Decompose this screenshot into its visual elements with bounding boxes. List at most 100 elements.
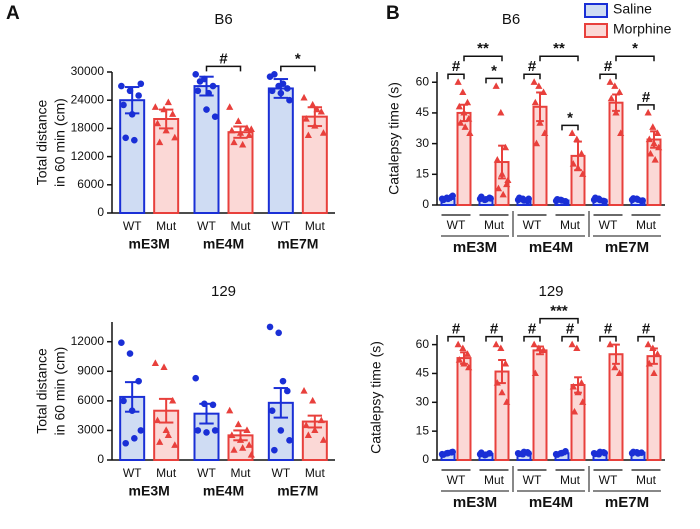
data-point	[493, 379, 501, 386]
x-tick-label: WT	[599, 218, 618, 232]
chart-title: B6	[502, 11, 520, 28]
data-point	[137, 80, 145, 88]
data-point	[131, 435, 138, 442]
significance-bracket	[523, 335, 541, 342]
x-tick-label: WT	[523, 473, 542, 487]
data-point	[277, 427, 285, 434]
data-point	[164, 98, 172, 106]
panel-label: A	[6, 3, 20, 24]
data-point	[162, 126, 170, 134]
data-point	[535, 82, 543, 89]
significance-label: *	[632, 40, 638, 57]
data-point	[525, 450, 532, 457]
chart-title: B6	[214, 11, 232, 28]
legend-label: Saline	[613, 1, 652, 17]
group-label: mE4M	[529, 239, 573, 256]
x-tick-label: WT	[272, 219, 291, 233]
y-tick-label: 15	[416, 166, 430, 180]
data-point	[309, 396, 317, 404]
data-point	[271, 71, 278, 78]
y-tick-label: 0	[97, 205, 104, 219]
data-point	[541, 129, 549, 136]
x-tick-label: WT	[123, 466, 142, 480]
panel-label: B	[386, 3, 400, 24]
data-point	[247, 451, 255, 458]
data-point	[651, 155, 659, 163]
data-point	[196, 78, 204, 85]
data-point	[456, 119, 465, 126]
data-point	[463, 98, 472, 106]
data-point	[234, 420, 242, 428]
data-point	[135, 92, 142, 99]
data-point	[577, 379, 586, 386]
data-point	[558, 449, 566, 457]
significance-label: #	[452, 321, 461, 338]
data-point	[300, 387, 308, 394]
group-label: mE4M	[203, 236, 244, 252]
x-tick-label: WT	[272, 466, 291, 480]
data-point	[503, 180, 511, 188]
data-point	[209, 401, 217, 409]
bar	[456, 357, 472, 462]
data-point	[268, 87, 276, 95]
bar	[532, 349, 548, 461]
y-tick-label: 30	[416, 136, 430, 150]
significance-label: #	[642, 89, 651, 106]
data-point	[646, 149, 655, 157]
data-point	[309, 100, 317, 108]
data-point	[230, 138, 238, 146]
data-point	[645, 359, 653, 367]
group-label: mE3M	[453, 239, 497, 256]
data-point	[444, 195, 452, 203]
data-point	[268, 407, 276, 415]
data-point	[487, 195, 494, 202]
data-point	[226, 406, 234, 414]
data-point	[236, 129, 245, 136]
data-point	[454, 340, 462, 348]
data-point	[644, 108, 652, 116]
significance-label: *	[567, 109, 573, 126]
y-tick-label: 30000	[71, 64, 105, 78]
data-point	[302, 115, 310, 122]
data-point	[497, 108, 505, 116]
significance-bracket	[539, 317, 579, 324]
significance-label: #	[566, 321, 575, 338]
data-point	[239, 140, 247, 148]
data-point	[192, 374, 199, 382]
data-point	[243, 124, 251, 131]
data-point	[466, 129, 474, 136]
data-point	[311, 426, 319, 434]
data-point	[284, 85, 291, 92]
data-point	[459, 88, 467, 96]
data-point	[615, 369, 624, 377]
data-point	[573, 344, 581, 352]
data-point	[492, 82, 500, 89]
data-point	[160, 363, 168, 370]
x-tick-label: Mut	[156, 219, 177, 233]
data-point	[317, 107, 325, 115]
x-tick-label: WT	[197, 219, 216, 233]
significance-label: #	[604, 58, 613, 75]
significance-label: *	[295, 50, 301, 67]
data-point	[271, 446, 278, 454]
data-point	[574, 164, 582, 171]
data-point	[201, 400, 208, 408]
significance-label: **	[477, 40, 489, 57]
data-point	[120, 397, 127, 405]
x-tick-label: Mut	[560, 473, 581, 487]
y-tick-label: 9000	[77, 363, 104, 377]
significance-bracket	[637, 335, 655, 342]
data-point	[164, 431, 172, 438]
data-point	[118, 339, 125, 347]
data-point	[503, 398, 511, 405]
significance-bracket	[561, 124, 579, 131]
significance-bracket	[447, 335, 465, 342]
group-label: mE7M	[277, 236, 318, 252]
y-tick-label: 60	[416, 74, 430, 88]
x-tick-label: Mut	[636, 473, 657, 487]
y-tick-label: 0	[422, 452, 429, 466]
data-point	[126, 350, 134, 357]
data-point	[211, 427, 219, 434]
data-point	[122, 439, 129, 447]
